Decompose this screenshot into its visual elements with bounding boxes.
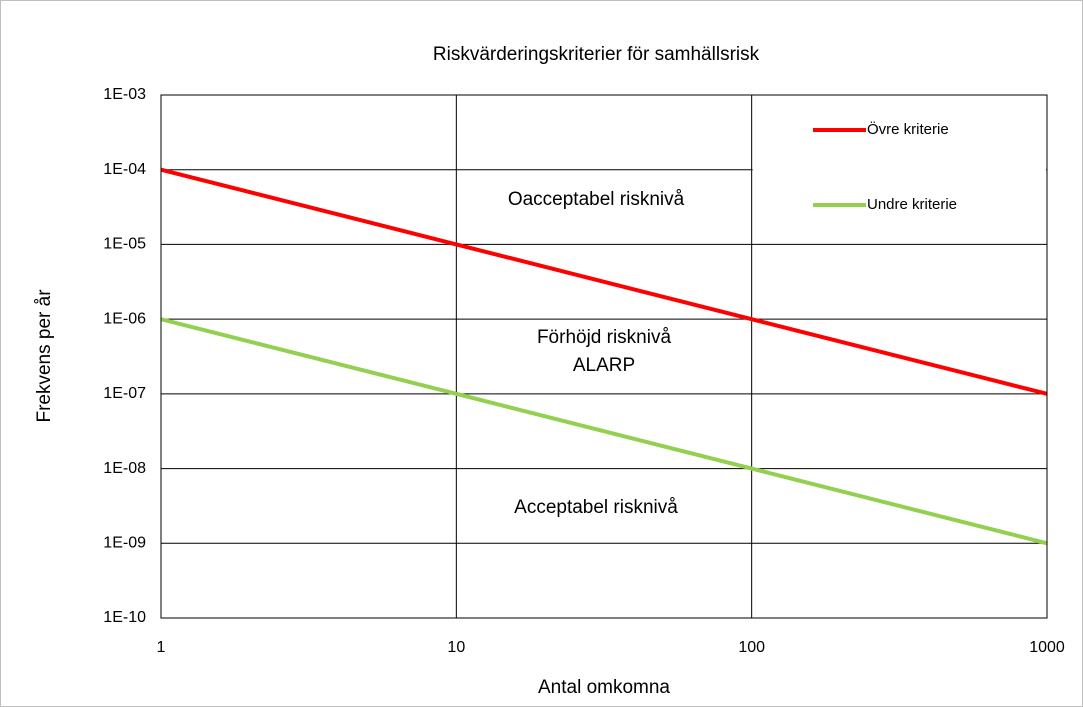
y-tick-label: 1E-05: [103, 236, 146, 253]
x-tick-label: 1: [157, 639, 166, 656]
y-tick-label: 1E-09: [103, 535, 146, 552]
x-tick-label: 10: [447, 639, 465, 656]
annotation: Acceptabel risknivå: [514, 497, 678, 518]
y-tick-label: 1E-03: [103, 86, 146, 103]
y-tick-label: 1E-04: [103, 161, 146, 178]
annotation: Oacceptabel risknivå: [508, 189, 685, 210]
legend-box: [752, 96, 1046, 236]
x-tick-label: 100: [738, 639, 765, 656]
chart-title: Riskvärderingskriterier för samhällsrisk: [433, 44, 760, 65]
series-line: [160, 167, 1048, 396]
legend-label: Övre kriterie: [867, 120, 949, 138]
y-tick-label: 1E-10: [103, 609, 146, 626]
x-axis-label: Antal omkomna: [538, 677, 670, 698]
legend-label: Undre kriterie: [867, 196, 957, 213]
annotation: Förhöjd risknivå: [537, 327, 672, 348]
y-tick-label: 1E-08: [103, 460, 146, 477]
series-line: [160, 317, 1048, 546]
y-axis-label: Frekvens per år: [34, 289, 55, 423]
y-tick-label: 1E-07: [103, 385, 146, 402]
plot-border: [160, 94, 1048, 619]
y-tick-label: 1E-06: [103, 310, 146, 327]
x-tick-label: 1000: [1029, 639, 1065, 656]
annotation: ALARP: [573, 355, 635, 376]
